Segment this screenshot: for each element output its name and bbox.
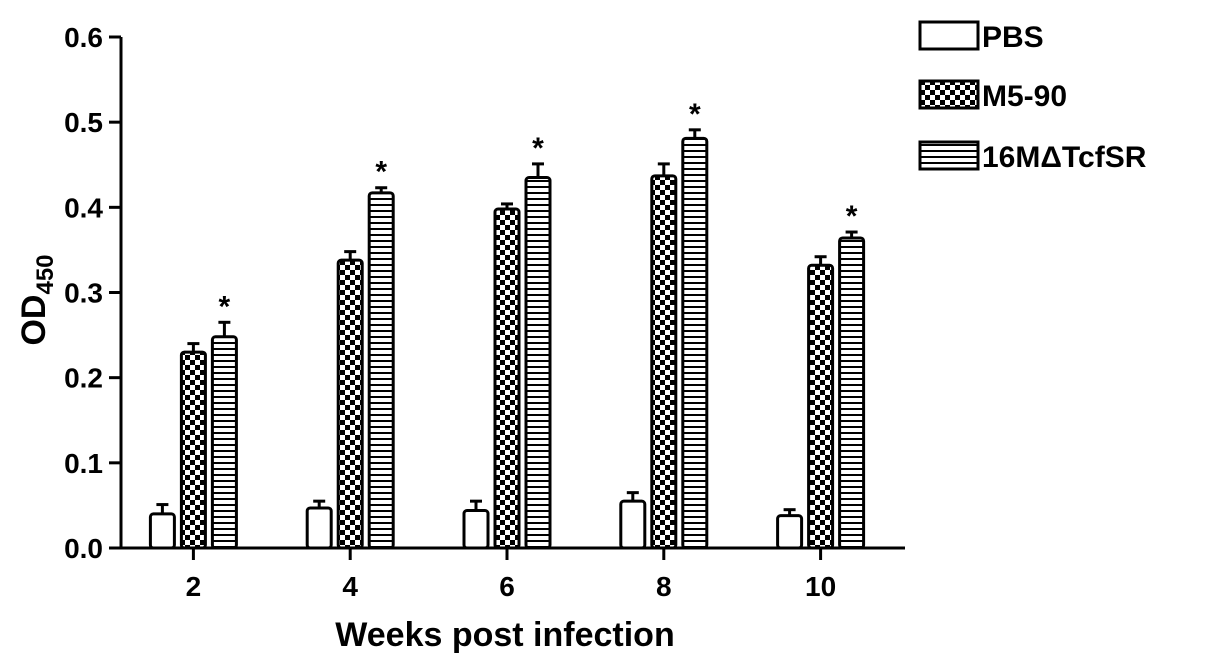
y-tick-label: 0.5: [64, 107, 103, 138]
y-tick-label: 0.0: [64, 533, 103, 564]
legend-swatch-16mdtcfsr: [918, 140, 980, 171]
x-axis-title: Weeks post infection: [335, 616, 674, 654]
y-axis-title-subscript: 450: [32, 254, 59, 294]
bar-m5-90-week-10: [807, 263, 835, 550]
x-tick-label: 4: [342, 571, 358, 602]
bar-m5-90-week-4: [336, 258, 364, 550]
y-tick-label: 0.4: [64, 192, 103, 223]
significance-star: *: [846, 200, 858, 233]
significance-star: *: [532, 132, 544, 165]
bar-16m-tcfsr-week-2: [210, 335, 238, 550]
y-axis-title-main: OD: [15, 295, 53, 346]
y-tick-label: 0.2: [64, 363, 103, 394]
bar-pbs-week-2: [148, 512, 176, 550]
bar-pbs-week-6: [462, 509, 490, 550]
x-tick-label: 8: [656, 571, 672, 602]
x-ticks: 2 4 6 8 10: [186, 548, 836, 602]
bar-m5-90-week-6: [493, 207, 521, 550]
legend-label-m5-90: M5-90: [982, 80, 1067, 113]
legend-swatch-pbs: [918, 20, 980, 51]
significance-star: *: [689, 98, 701, 131]
y-tick-label: 0.1: [64, 448, 103, 479]
y-ticks: 0.0 0.1 0.2 0.3 0.4 0.5 0.6: [64, 22, 121, 564]
legend-label-pbs: PBS: [982, 21, 1044, 54]
significance-markers: * * * * *: [219, 98, 858, 323]
bar-pbs-week-4: [305, 506, 333, 550]
bar-pbs-week-10: [776, 514, 804, 550]
bar-m5-90-week-2: [179, 350, 207, 550]
significance-star: *: [219, 290, 231, 323]
bar-16m-tcfsr-week-4: [367, 191, 395, 550]
x-tick-label: 6: [499, 571, 515, 602]
legend-label-16mdtcfsr: 16MΔTcfSR: [982, 141, 1147, 174]
y-tick-label: 0.3: [64, 278, 103, 309]
legend-swatch-m5-90: [918, 79, 980, 110]
y-tick-label: 0.6: [64, 22, 103, 53]
y-axis-title: OD450: [15, 254, 59, 345]
bar-16m-tcfsr-week-10: [838, 236, 866, 550]
legend: PBS M5-90 16MΔTcfSR: [918, 20, 1147, 174]
x-tick-label: 2: [186, 571, 202, 602]
significance-star: *: [375, 156, 387, 189]
bar-16m-tcfsr-week-8: [681, 136, 709, 550]
bar-16m-tcfsr-week-6: [524, 176, 552, 550]
bars: [148, 128, 866, 550]
bar-m5-90-week-8: [650, 174, 678, 550]
x-tick-label: 10: [805, 571, 836, 602]
bar-pbs-week-8: [619, 499, 647, 550]
